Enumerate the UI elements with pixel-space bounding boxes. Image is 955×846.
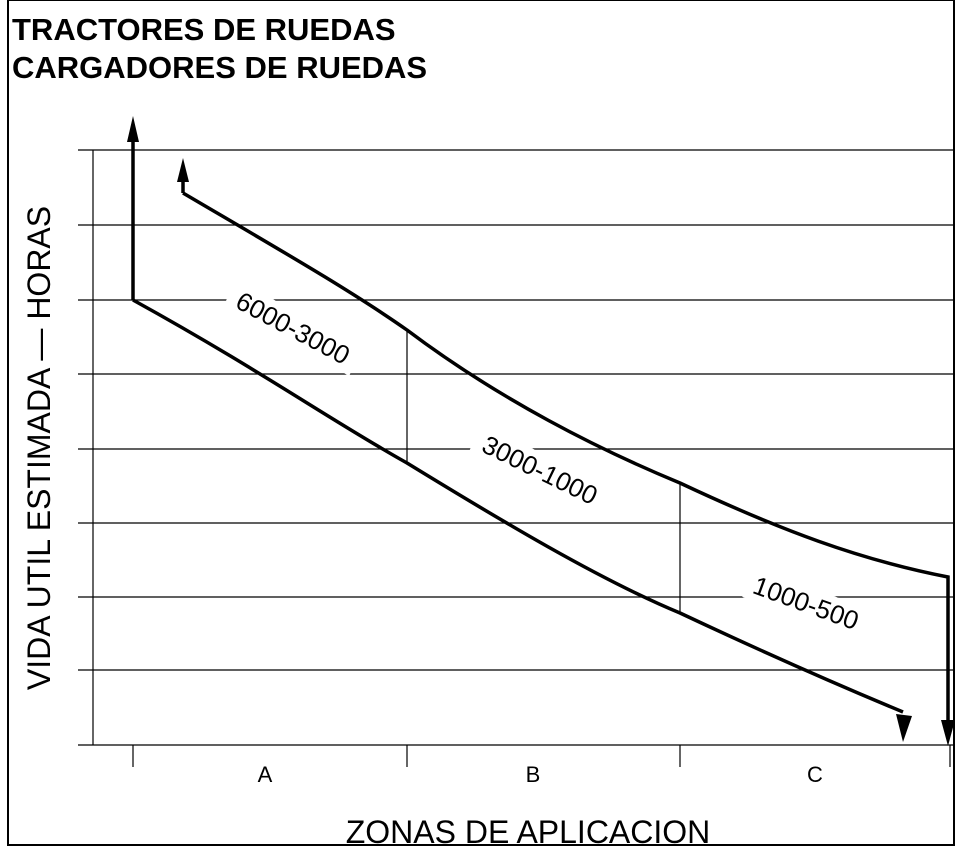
title-line: CARGADORES DE RUEDAS (12, 50, 427, 85)
curves (127, 116, 955, 746)
title-line: TRACTORES DE RUEDAS (12, 12, 396, 47)
zone-label: B (526, 762, 541, 787)
x-axis-label: ZONAS DE APLICACION (346, 814, 711, 846)
y-axis-label: VIDA UTIL ESTIMADA — HORAS (21, 206, 57, 690)
frame (7, 0, 955, 846)
zone-label: C (807, 762, 823, 787)
zone-label: A (258, 762, 273, 787)
